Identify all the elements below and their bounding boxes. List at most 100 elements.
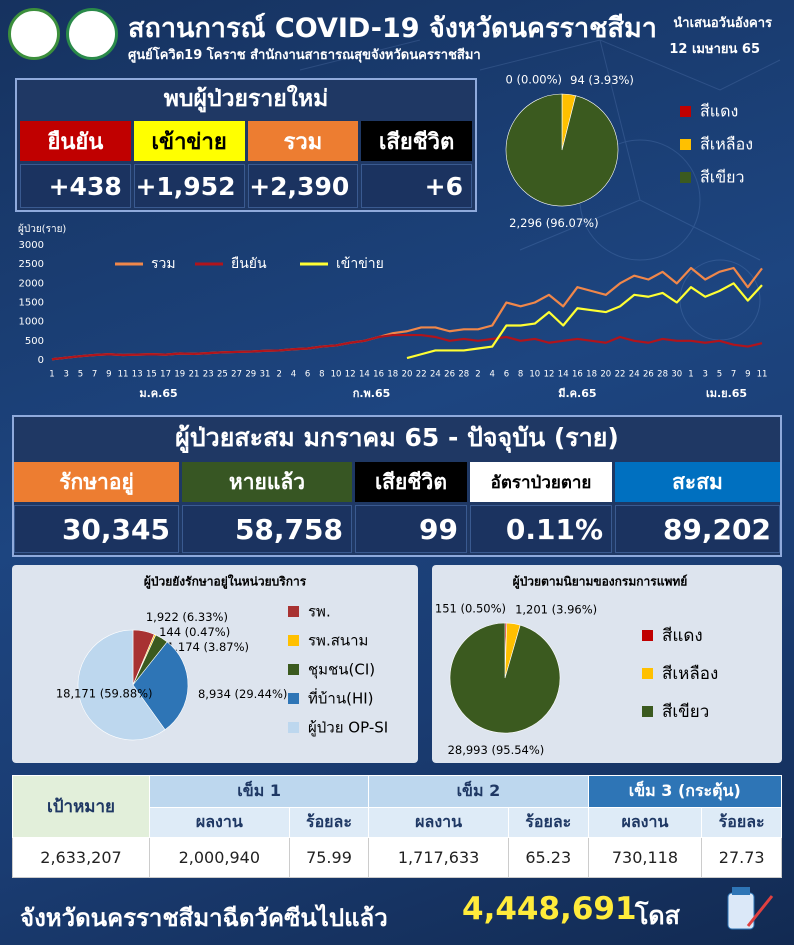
x-tick-label: 28 bbox=[458, 370, 469, 380]
header-cell: รักษาอยู่ bbox=[14, 462, 179, 502]
value-cell: 30,345 bbox=[14, 505, 179, 553]
x-tick-label: 4 bbox=[291, 370, 296, 380]
subtitle: ศูนย์โควิด19 โคราช สำนักงานสาธารณสุขจังห… bbox=[128, 48, 481, 63]
x-tick-label: 22 bbox=[416, 370, 427, 380]
y-tick-label: 500 bbox=[25, 336, 44, 347]
table-subheader: ผลงาน bbox=[368, 807, 509, 838]
x-tick-label: 2 bbox=[475, 370, 480, 380]
x-tick-label: 7 bbox=[92, 370, 97, 380]
legend-label: สีเหลือง bbox=[700, 135, 753, 154]
legend-label: รวม bbox=[151, 256, 176, 272]
y-tick-label: 0 bbox=[38, 355, 44, 366]
legend-swatch bbox=[680, 139, 691, 150]
date: 12 เมษายน 65 bbox=[669, 42, 760, 57]
legend-label: รพ.สนาม bbox=[308, 632, 368, 650]
x-tick-label: 16 bbox=[572, 370, 583, 380]
table-cell: 75.99 bbox=[288, 837, 370, 878]
x-tick-label: 13 bbox=[132, 370, 143, 380]
x-tick-label: 19 bbox=[174, 370, 185, 380]
x-tick-label: 25 bbox=[217, 370, 228, 380]
date-label: นำเสนอวันอังคาร bbox=[673, 16, 772, 31]
x-tick-label: 22 bbox=[615, 370, 626, 380]
x-tick-label: 14 bbox=[359, 370, 370, 380]
legend-label: ผู้ป่วย OP-SI bbox=[308, 719, 388, 737]
table-cell: 1,717,633 bbox=[368, 837, 509, 878]
x-tick-label: 8 bbox=[518, 370, 523, 380]
legend-label: ที่บ้าน(HI) bbox=[308, 688, 374, 708]
footer-unit: โดส bbox=[635, 901, 680, 930]
table-header: เข็ม 2 bbox=[368, 775, 589, 808]
legend-label: สีเหลือง bbox=[662, 664, 718, 684]
chart-title: ผู้ป่วยตามนิยามของกรมการแพทย์ bbox=[513, 575, 688, 590]
pie-slice bbox=[132, 641, 189, 731]
legend-swatch bbox=[288, 664, 299, 675]
x-tick-label: 1 bbox=[49, 370, 54, 380]
x-tick-label: 15 bbox=[146, 370, 157, 380]
legend-swatch bbox=[288, 606, 299, 617]
pie-slice bbox=[505, 93, 619, 207]
x-tick-label: 28 bbox=[657, 370, 668, 380]
value-label: 0 (0.00%) bbox=[506, 73, 562, 87]
value-label: 94 (3.93%) bbox=[570, 73, 634, 87]
legend-label: สีแดง bbox=[700, 102, 738, 121]
logo bbox=[8, 8, 60, 60]
x-tick-label: 6 bbox=[504, 370, 509, 380]
table-cell: 730,118 bbox=[587, 837, 703, 878]
x-tick-label: 27 bbox=[231, 370, 242, 380]
box-title: พบผู้ป่วยรายใหม่ bbox=[163, 86, 329, 112]
header-cell: เสียชีวิต bbox=[355, 462, 467, 502]
x-tick-label: 7 bbox=[731, 370, 736, 380]
legend-swatch bbox=[288, 693, 299, 704]
legend-swatch bbox=[642, 706, 653, 717]
legend-swatch bbox=[680, 172, 691, 183]
legend-swatch bbox=[642, 668, 653, 679]
y-tick-label: 3000 bbox=[19, 240, 44, 251]
header-cell: เสียชีวิต bbox=[361, 121, 472, 161]
x-tick-label: 5 bbox=[78, 370, 83, 380]
header-cell: อัตราป่วยตาย bbox=[470, 462, 612, 502]
value-label: 144 (0.47%) bbox=[159, 625, 230, 639]
x-tick-label: 18 bbox=[586, 370, 597, 380]
x-tick-label: 4 bbox=[489, 370, 494, 380]
y-axis-label: ผู้ป่วย(ราย) bbox=[18, 223, 66, 235]
footer-total: 4,448,691 bbox=[462, 891, 637, 927]
value-cell: 0.11% bbox=[470, 505, 612, 553]
x-tick-label: 20 bbox=[600, 370, 611, 380]
header-cell: ยืนยัน bbox=[20, 121, 131, 161]
x-tick-label: 31 bbox=[260, 370, 271, 380]
pie-slice bbox=[449, 622, 561, 734]
value-label: 8,934 (29.44%) bbox=[198, 687, 287, 701]
legend-label: เข้าข่าย bbox=[336, 256, 384, 272]
x-tick-label: 8 bbox=[319, 370, 324, 380]
value-label: 18,171 (59.88%) bbox=[56, 687, 153, 701]
x-tick-label: 26 bbox=[643, 370, 654, 380]
table-cell: 2,000,940 bbox=[149, 837, 290, 878]
x-tick-label: 9 bbox=[106, 370, 111, 380]
x-tick-label: 20 bbox=[402, 370, 413, 380]
y-tick-label: 1500 bbox=[19, 298, 44, 309]
value-cell: 58,758 bbox=[182, 505, 352, 553]
legend-swatch bbox=[642, 630, 653, 641]
value-label: 2,296 (96.07%) bbox=[509, 216, 598, 230]
x-tick-label: 17 bbox=[160, 370, 171, 380]
x-tick-label: 24 bbox=[430, 370, 441, 380]
y-tick-label: 1000 bbox=[19, 317, 44, 328]
x-tick-label: 16 bbox=[373, 370, 384, 380]
value-cell: 89,202 bbox=[615, 505, 780, 553]
pie-slice bbox=[77, 629, 166, 741]
value-cell: +2,390 bbox=[247, 164, 359, 208]
line-series bbox=[51, 333, 763, 361]
line-series bbox=[406, 282, 763, 360]
legend-label: สีเขียว bbox=[662, 702, 709, 722]
title: สถานการณ์ COVID-19 จังหวัดนครราชสีมา bbox=[128, 13, 657, 44]
x-tick-label: 12 bbox=[544, 370, 555, 380]
legend-swatch bbox=[288, 635, 299, 646]
footer-text: จังหวัดนครราชสีมาฉีดวัคซีนไปแล้ว bbox=[20, 904, 388, 932]
header-cell: รวม bbox=[247, 121, 359, 161]
x-tick-label: 21 bbox=[189, 370, 200, 380]
x-tick-label: 29 bbox=[245, 370, 256, 380]
value-cell: +1,952 bbox=[133, 164, 245, 208]
legend-label: รพ. bbox=[308, 603, 331, 621]
